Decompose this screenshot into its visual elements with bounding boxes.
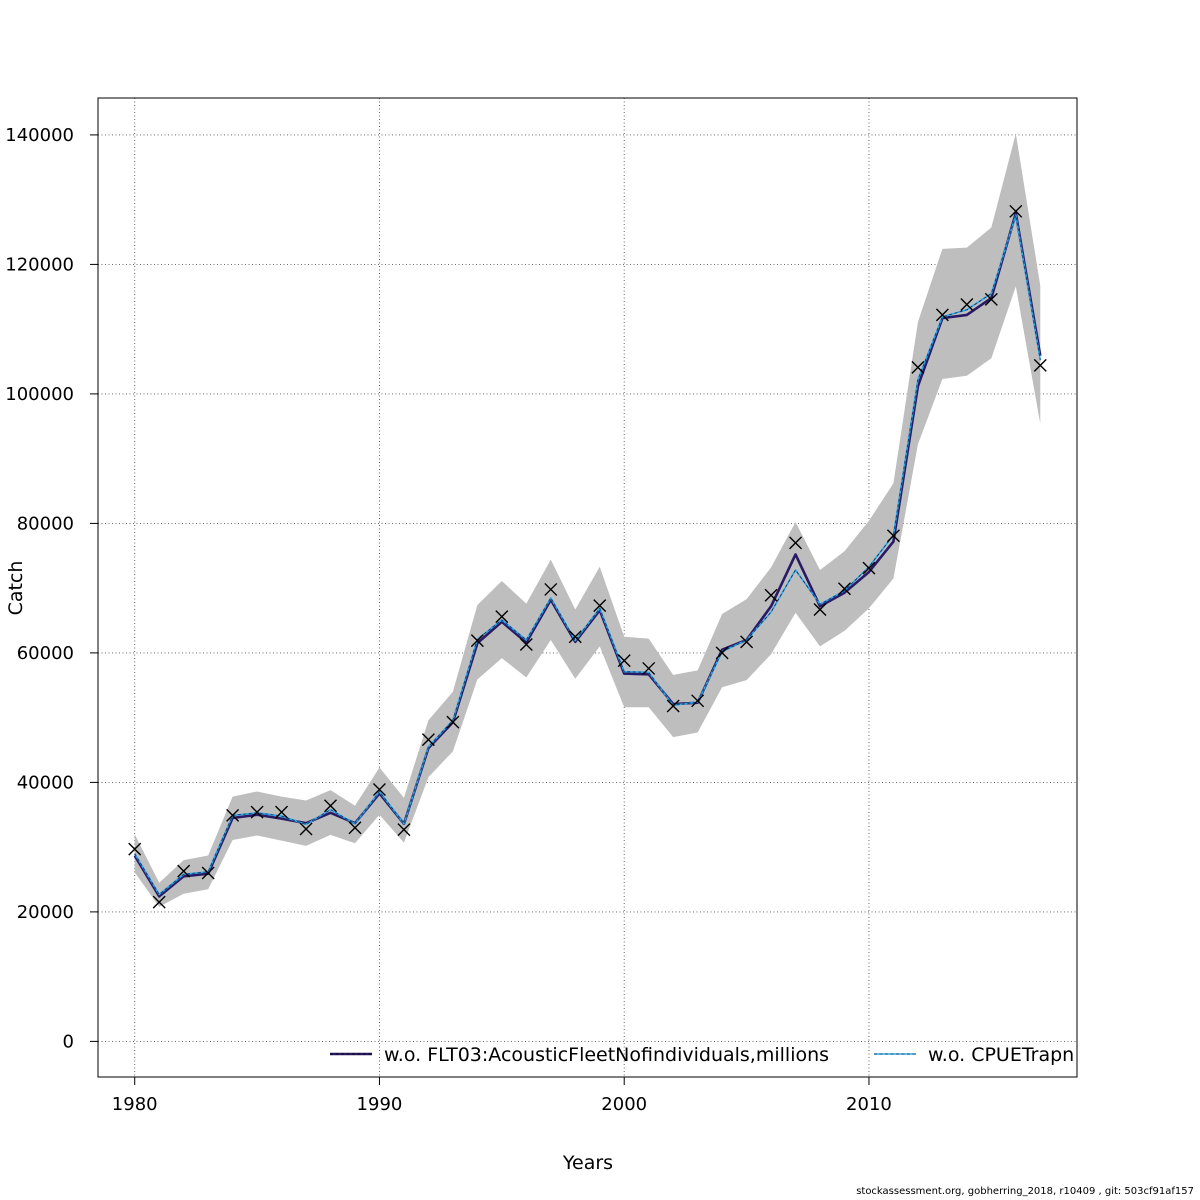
y-tick-label: 0 (63, 1031, 74, 1052)
observed-point (250, 805, 264, 819)
observed-point (789, 536, 803, 550)
observed-point (568, 630, 582, 644)
observed-point (177, 864, 191, 878)
observed-point (128, 842, 142, 856)
plot-frame (97, 97, 1078, 1078)
y-tick-label: 140000 (5, 125, 74, 146)
observed-point (740, 635, 754, 649)
observed-point (715, 646, 729, 660)
observed-point (275, 805, 289, 819)
observed-point (764, 588, 778, 602)
observed-point (617, 654, 631, 668)
observed-point (421, 733, 435, 747)
observed-point (935, 308, 949, 322)
series-line-2-dots (134, 215, 1041, 896)
grid-lines (98, 98, 1077, 1077)
y-tick-label: 100000 (5, 384, 74, 405)
observed-point (886, 529, 900, 543)
observed-point (813, 603, 827, 617)
observed-point (201, 866, 215, 880)
observed-point (152, 895, 166, 909)
x-axis: 1980 1990 2000 2010 (112, 1077, 892, 1115)
y-tick-label: 120000 (5, 254, 74, 275)
legend-label-1: w.o. FLT03:AcousticFleetNofindividuals,m… (384, 1044, 829, 1066)
observed-point (470, 634, 484, 648)
observed-point (324, 799, 338, 813)
series-lines (133, 211, 1042, 898)
observed-point (984, 292, 998, 306)
observed-point (446, 715, 460, 729)
observed-point (911, 360, 925, 374)
x-axis-label: Years (562, 1152, 613, 1174)
y-tick-label: 40000 (17, 772, 74, 793)
observed-point (691, 694, 705, 708)
y-tick-label: 60000 (17, 643, 74, 664)
legend: w.o. FLT03:AcousticFleetNofindividuals,m… (330, 1044, 1074, 1066)
footer-credit: stockassessment.org, gobherring_2018, r1… (856, 1186, 1194, 1197)
observed-markers (128, 204, 1047, 909)
x-tick-label: 1990 (357, 1094, 403, 1115)
series-line-1 (133, 211, 1042, 898)
x-tick-label: 2000 (601, 1094, 647, 1115)
series-line-2 (134, 214, 1042, 896)
observed-point (519, 637, 533, 651)
observed-point (1033, 358, 1047, 372)
y-axis-label: Catch (5, 561, 27, 616)
observed-point (593, 599, 607, 613)
y-axis: 0 20000 40000 60000 80000 100000 120000 140000 (5, 125, 98, 1052)
observed-point (226, 808, 240, 822)
observed-point (372, 783, 386, 797)
observed-point (348, 821, 362, 835)
observed-point (837, 582, 851, 596)
legend-label-2: w.o. CPUETrapn (928, 1044, 1074, 1066)
observed-point (544, 582, 558, 596)
x-tick-label: 2010 (846, 1094, 892, 1115)
y-tick-label: 20000 (17, 902, 74, 923)
observed-point (862, 561, 876, 575)
observed-point (1009, 204, 1023, 218)
observed-point (666, 699, 680, 713)
observed-point (495, 610, 509, 624)
observed-point (397, 823, 411, 837)
observed-point (299, 822, 313, 836)
observed-point (642, 661, 656, 675)
confidence-band (134, 133, 1041, 907)
y-tick-label: 80000 (17, 513, 74, 534)
observed-point (960, 298, 974, 312)
x-tick-label: 1980 (112, 1094, 158, 1115)
